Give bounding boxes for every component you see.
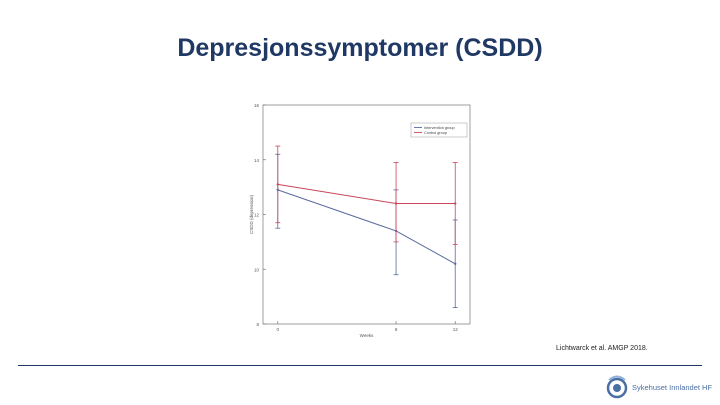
chart: 8 10 12 14 16 0 8 12 Weeks CSDD (depression) Inter… (245, 98, 477, 338)
footer-divider (18, 365, 702, 366)
logo-text: Sykehuset Innlandet HF (632, 383, 713, 392)
legend-label: Control group (424, 131, 447, 135)
logo-icon (606, 375, 628, 399)
y-tick-label: 10 (254, 267, 260, 272)
series-line-1 (277, 183, 456, 205)
y-tick-label: 8 (256, 322, 259, 327)
data-point (454, 202, 457, 205)
slide-title: Depresjonssymptomer (CSDD) (177, 34, 543, 62)
data-point (454, 262, 457, 265)
y-axis-label: CSDD (depression) (249, 194, 254, 234)
x-axis-label: Weeks (360, 333, 374, 338)
plot-frame (262, 104, 471, 325)
y-tick-label: 12 (254, 213, 260, 218)
line-chart: 8 10 12 14 16 0 8 12 Weeks CSDD (depression) Inter… (249, 103, 471, 338)
series-line-0 (277, 189, 456, 265)
hospital-logo: Sykehuset Innlandet HF (604, 374, 716, 400)
x-tick-label: 8 (395, 327, 398, 332)
y-tick-label: 16 (254, 103, 260, 108)
data-point (394, 202, 398, 205)
x-tick-label: 0 (277, 327, 280, 332)
legend-label: Intervention group (424, 126, 455, 130)
legend-box (410, 122, 468, 138)
data-point (276, 183, 279, 186)
citation: Lichtwarck et al. AMGP 2018. (556, 345, 648, 352)
y-tick-label: 14 (254, 158, 260, 163)
x-tick-label: 12 (453, 327, 459, 332)
